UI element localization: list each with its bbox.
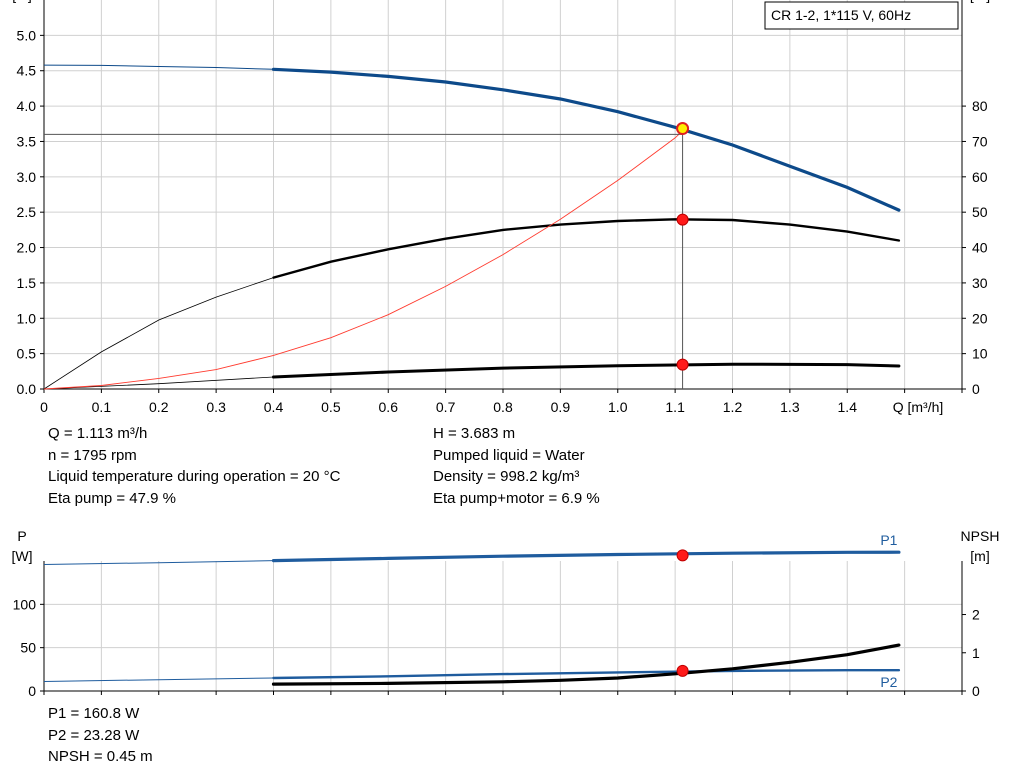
text-layer: 0.00.51.01.52.02.53.03.54.04.55.00102030… — [12, 0, 1000, 699]
title-box-text: CR 1-2, 1*115 V, 60Hz — [771, 7, 911, 23]
x-tick-label: 1.1 — [665, 399, 685, 415]
info-speed: n = 1795 rpm — [48, 446, 137, 464]
y-tick-label: 0.5 — [17, 346, 37, 362]
curve-layer — [43, 64, 901, 686]
y-tick-label: 100 — [13, 596, 37, 612]
p2-curve — [272, 669, 901, 680]
x-tick-label: 0.8 — [493, 399, 513, 415]
y2-tick-label: 1 — [972, 645, 980, 661]
info-eta-pump-motor: Eta pump+motor = 6.9 % — [433, 489, 600, 507]
duty-system-curve-thin — [43, 130, 683, 390]
y2-tick-label: 40 — [972, 240, 988, 256]
eta-pump-marker — [676, 213, 689, 226]
info-density: Density = 998.2 kg/m³ — [433, 468, 580, 485]
info-flow: Q = 1.113 m³/h — [48, 425, 148, 442]
info-p1: P1 = 160.8 W — [48, 705, 140, 722]
x-tick-label: 0.1 — [92, 399, 112, 415]
y-tick-label: 50 — [20, 640, 36, 656]
y2-tick-label: 10 — [972, 346, 988, 362]
x-tick-label: 1.2 — [723, 399, 743, 415]
p2-series-label: P2 — [880, 674, 897, 690]
y-axis-label-line: [W] — [12, 548, 33, 564]
p1-curve — [271, 550, 901, 563]
x-tick-label: 1.4 — [838, 399, 858, 415]
y2-tick-label: 30 — [972, 275, 988, 291]
x-tick-label: 1.0 — [608, 399, 628, 415]
y-tick-label: 2.5 — [17, 204, 37, 220]
x-tick-label: 0.7 — [436, 399, 456, 415]
y-tick-label: 0 — [28, 683, 36, 699]
eta-pump-motor-curve — [272, 362, 901, 379]
marker-layer — [676, 122, 690, 677]
x-tick-label: 0.9 — [551, 399, 571, 415]
y-tick-label: 4.5 — [17, 63, 37, 79]
grid-layer — [43, 0, 963, 692]
info-head: H = 3.683 m — [433, 425, 516, 442]
x-tick-label: 0.2 — [149, 399, 169, 415]
info-p2: P2 = 23.28 W — [48, 726, 140, 744]
x-tick-label: 0.6 — [379, 399, 399, 415]
y2-tick-label: 50 — [972, 204, 988, 220]
p1-marker — [676, 549, 689, 562]
y-axis-label-line: [m] — [12, 0, 31, 3]
y2-axis-label-line: [%] — [970, 0, 990, 3]
y-axis-label-line: P — [17, 528, 26, 544]
info-liquid-temp: Liquid temperature during operation = 20… — [48, 468, 341, 485]
y-tick-label: 3.5 — [17, 133, 37, 149]
y-tick-label: 1.5 — [17, 275, 37, 291]
y2-axis-label: eta[%] — [970, 0, 990, 3]
x-tick-label: 0 — [40, 399, 48, 415]
y-tick-label: 4.0 — [17, 98, 37, 114]
y2-tick-label: 60 — [972, 169, 988, 185]
y2-tick-label: 2 — [972, 607, 980, 623]
x-tick-label: 0.4 — [264, 399, 284, 415]
y2-tick-label: 20 — [972, 310, 988, 326]
x-tick-label: 1.3 — [780, 399, 800, 415]
axes-layer — [40, 0, 966, 695]
npsh-curve — [271, 643, 901, 686]
y-axis-label: P [W] — [12, 528, 33, 564]
eta-pump-motor-marker — [676, 358, 689, 371]
info-pumped-liquid: Pumped liquid = Water — [433, 446, 585, 464]
y-axis-label: H[m] — [12, 0, 31, 3]
eta-pump-curve — [272, 218, 901, 279]
x-axis-label: Q [m³/h] — [893, 399, 944, 415]
info-npsh: NPSH = 0.45 m — [48, 748, 153, 765]
info-eta-pump: Eta pump = 47.9 % — [48, 489, 176, 507]
head-curve — [271, 67, 901, 212]
y-tick-label: 2.0 — [17, 240, 37, 256]
y-tick-label: 5.0 — [17, 27, 37, 43]
y2-axis-label: NPSH [m] — [961, 528, 1000, 564]
y-tick-label: 3.0 — [17, 169, 37, 185]
y2-tick-label: 0 — [972, 683, 980, 699]
y2-axis-label-line: [m] — [970, 548, 989, 564]
title-box: CR 1-2, 1*115 V, 60Hz — [764, 1, 959, 30]
info-bottom: P1 = 160.8 W P2 = 23.28 W NPSH = 0.45 m — [48, 703, 153, 768]
p1-series-label: P1 — [880, 532, 897, 548]
y2-tick-label: 80 — [972, 98, 988, 114]
duty-point-marker — [676, 122, 690, 136]
x-tick-label: 0.5 — [321, 399, 341, 415]
y2-tick-label: 0 — [972, 381, 980, 397]
y-tick-label: 0.0 — [17, 381, 37, 397]
info-top-right: H = 3.683 m Pumped liquid = Water Densit… — [433, 423, 600, 509]
y2-tick-label: 70 — [972, 133, 988, 149]
x-tick-label: 0.3 — [206, 399, 226, 415]
info-top-left: Q = 1.113 m³/h n = 1795 rpm Liquid tempe… — [48, 423, 340, 509]
y-tick-label: 1.0 — [17, 310, 37, 326]
y2-axis-label-line: NPSH — [961, 528, 1000, 544]
p2-marker — [676, 664, 689, 677]
